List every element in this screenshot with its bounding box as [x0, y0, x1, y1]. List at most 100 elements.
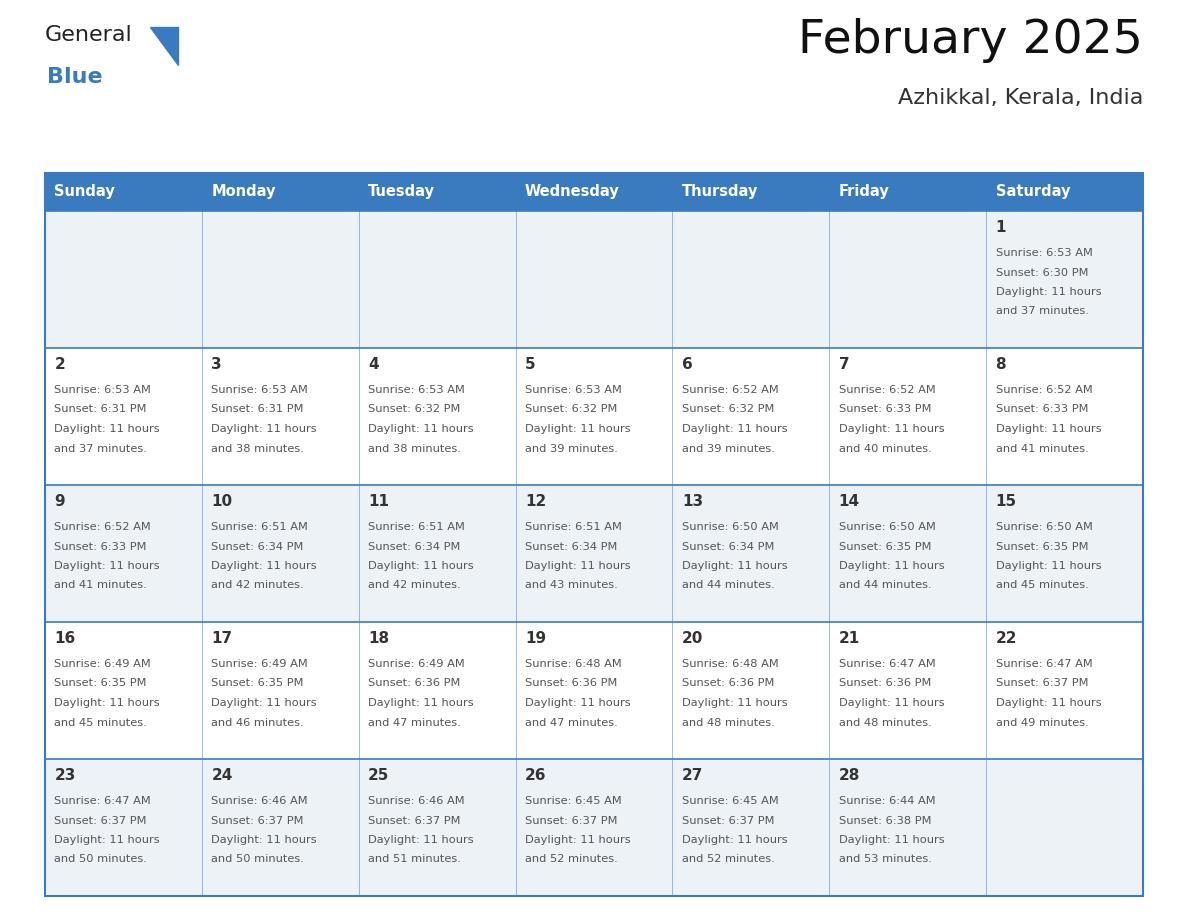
Text: Sunset: 6:34 PM: Sunset: 6:34 PM: [525, 542, 618, 552]
Text: and 41 minutes.: and 41 minutes.: [996, 443, 1088, 453]
FancyBboxPatch shape: [45, 348, 1143, 485]
Text: Daylight: 11 hours: Daylight: 11 hours: [211, 698, 317, 708]
Text: Sunrise: 6:51 AM: Sunrise: 6:51 AM: [368, 522, 465, 532]
Text: and 42 minutes.: and 42 minutes.: [368, 580, 461, 590]
Text: Daylight: 11 hours: Daylight: 11 hours: [55, 424, 160, 434]
Text: Sunset: 6:37 PM: Sunset: 6:37 PM: [211, 815, 304, 825]
Text: Daylight: 11 hours: Daylight: 11 hours: [682, 698, 788, 708]
Text: 15: 15: [996, 494, 1017, 509]
Text: Monday: Monday: [211, 185, 276, 199]
Text: and 47 minutes.: and 47 minutes.: [368, 718, 461, 727]
Text: Daylight: 11 hours: Daylight: 11 hours: [368, 835, 474, 845]
Text: and 43 minutes.: and 43 minutes.: [525, 580, 618, 590]
Text: 7: 7: [839, 357, 849, 372]
FancyBboxPatch shape: [672, 173, 829, 211]
Text: and 39 minutes.: and 39 minutes.: [525, 443, 618, 453]
Text: 8: 8: [996, 357, 1006, 372]
Text: Daylight: 11 hours: Daylight: 11 hours: [211, 561, 317, 571]
Text: Daylight: 11 hours: Daylight: 11 hours: [55, 835, 160, 845]
Text: Sunrise: 6:53 AM: Sunrise: 6:53 AM: [996, 248, 1093, 258]
Text: 2: 2: [55, 357, 65, 372]
Text: Daylight: 11 hours: Daylight: 11 hours: [839, 698, 944, 708]
FancyBboxPatch shape: [45, 759, 1143, 896]
Text: Sunset: 6:34 PM: Sunset: 6:34 PM: [211, 542, 304, 552]
Text: Sunset: 6:36 PM: Sunset: 6:36 PM: [368, 678, 461, 688]
Text: Sunrise: 6:52 AM: Sunrise: 6:52 AM: [839, 385, 935, 395]
Text: and 48 minutes.: and 48 minutes.: [682, 718, 775, 727]
Text: Daylight: 11 hours: Daylight: 11 hours: [211, 424, 317, 434]
Text: General: General: [45, 25, 133, 45]
Text: Sunset: 6:37 PM: Sunset: 6:37 PM: [682, 815, 775, 825]
Text: 1: 1: [996, 220, 1006, 235]
Text: and 44 minutes.: and 44 minutes.: [839, 580, 931, 590]
Text: Sunrise: 6:50 AM: Sunrise: 6:50 AM: [839, 522, 936, 532]
Text: Sunrise: 6:46 AM: Sunrise: 6:46 AM: [211, 796, 308, 806]
Text: and 42 minutes.: and 42 minutes.: [211, 580, 304, 590]
Text: Daylight: 11 hours: Daylight: 11 hours: [839, 835, 944, 845]
Text: and 50 minutes.: and 50 minutes.: [211, 855, 304, 865]
Text: Sunset: 6:30 PM: Sunset: 6:30 PM: [996, 267, 1088, 277]
FancyBboxPatch shape: [45, 211, 1143, 348]
Text: and 48 minutes.: and 48 minutes.: [839, 718, 931, 727]
Text: Daylight: 11 hours: Daylight: 11 hours: [996, 424, 1101, 434]
Text: 21: 21: [839, 631, 860, 646]
Text: and 53 minutes.: and 53 minutes.: [839, 855, 931, 865]
Text: Friday: Friday: [839, 185, 890, 199]
Text: Thursday: Thursday: [682, 185, 758, 199]
Text: 11: 11: [368, 494, 390, 509]
FancyBboxPatch shape: [829, 173, 986, 211]
Text: 27: 27: [682, 768, 703, 783]
Text: 18: 18: [368, 631, 390, 646]
Text: Sunset: 6:37 PM: Sunset: 6:37 PM: [996, 678, 1088, 688]
Text: and 39 minutes.: and 39 minutes.: [682, 443, 775, 453]
Text: Sunrise: 6:50 AM: Sunrise: 6:50 AM: [682, 522, 778, 532]
Text: Sunset: 6:35 PM: Sunset: 6:35 PM: [211, 678, 304, 688]
Text: Sunset: 6:34 PM: Sunset: 6:34 PM: [682, 542, 775, 552]
Text: Sunset: 6:32 PM: Sunset: 6:32 PM: [682, 405, 775, 415]
Text: Sunset: 6:33 PM: Sunset: 6:33 PM: [996, 405, 1088, 415]
FancyBboxPatch shape: [45, 622, 1143, 759]
Text: Daylight: 11 hours: Daylight: 11 hours: [55, 561, 160, 571]
Text: Daylight: 11 hours: Daylight: 11 hours: [839, 424, 944, 434]
Text: Sunrise: 6:47 AM: Sunrise: 6:47 AM: [55, 796, 151, 806]
Text: and 38 minutes.: and 38 minutes.: [368, 443, 461, 453]
Text: Sunrise: 6:49 AM: Sunrise: 6:49 AM: [55, 659, 151, 669]
Text: 24: 24: [211, 768, 233, 783]
Text: Daylight: 11 hours: Daylight: 11 hours: [996, 287, 1101, 297]
Text: Sunrise: 6:53 AM: Sunrise: 6:53 AM: [211, 385, 308, 395]
Text: and 44 minutes.: and 44 minutes.: [682, 580, 775, 590]
Text: Sunrise: 6:51 AM: Sunrise: 6:51 AM: [525, 522, 621, 532]
Text: Sunrise: 6:49 AM: Sunrise: 6:49 AM: [368, 659, 465, 669]
Text: and 50 minutes.: and 50 minutes.: [55, 855, 147, 865]
Text: Sunset: 6:35 PM: Sunset: 6:35 PM: [55, 678, 147, 688]
Text: Wednesday: Wednesday: [525, 185, 620, 199]
Text: and 37 minutes.: and 37 minutes.: [55, 443, 147, 453]
Text: Sunrise: 6:45 AM: Sunrise: 6:45 AM: [682, 796, 778, 806]
Text: and 46 minutes.: and 46 minutes.: [211, 718, 304, 727]
Text: Daylight: 11 hours: Daylight: 11 hours: [682, 561, 788, 571]
Text: Sunrise: 6:50 AM: Sunrise: 6:50 AM: [996, 522, 1093, 532]
Text: 14: 14: [839, 494, 860, 509]
Text: Sunrise: 6:48 AM: Sunrise: 6:48 AM: [682, 659, 778, 669]
Text: and 41 minutes.: and 41 minutes.: [55, 580, 147, 590]
Text: Sunset: 6:34 PM: Sunset: 6:34 PM: [368, 542, 461, 552]
Text: 16: 16: [55, 631, 76, 646]
Text: 10: 10: [211, 494, 233, 509]
Text: 4: 4: [368, 357, 379, 372]
Text: Daylight: 11 hours: Daylight: 11 hours: [525, 424, 631, 434]
Text: Sunday: Sunday: [55, 185, 115, 199]
Text: Tuesday: Tuesday: [368, 185, 435, 199]
Text: Daylight: 11 hours: Daylight: 11 hours: [525, 561, 631, 571]
Polygon shape: [150, 27, 178, 65]
Text: and 51 minutes.: and 51 minutes.: [368, 855, 461, 865]
Text: Daylight: 11 hours: Daylight: 11 hours: [682, 835, 788, 845]
Text: 12: 12: [525, 494, 546, 509]
Text: Daylight: 11 hours: Daylight: 11 hours: [682, 424, 788, 434]
Text: Sunset: 6:37 PM: Sunset: 6:37 PM: [368, 815, 461, 825]
Text: Sunrise: 6:49 AM: Sunrise: 6:49 AM: [211, 659, 308, 669]
Text: Daylight: 11 hours: Daylight: 11 hours: [996, 561, 1101, 571]
Text: Azhikkal, Kerala, India: Azhikkal, Kerala, India: [898, 88, 1143, 108]
Text: Sunset: 6:32 PM: Sunset: 6:32 PM: [368, 405, 461, 415]
Text: February 2025: February 2025: [798, 18, 1143, 63]
Text: Daylight: 11 hours: Daylight: 11 hours: [525, 835, 631, 845]
